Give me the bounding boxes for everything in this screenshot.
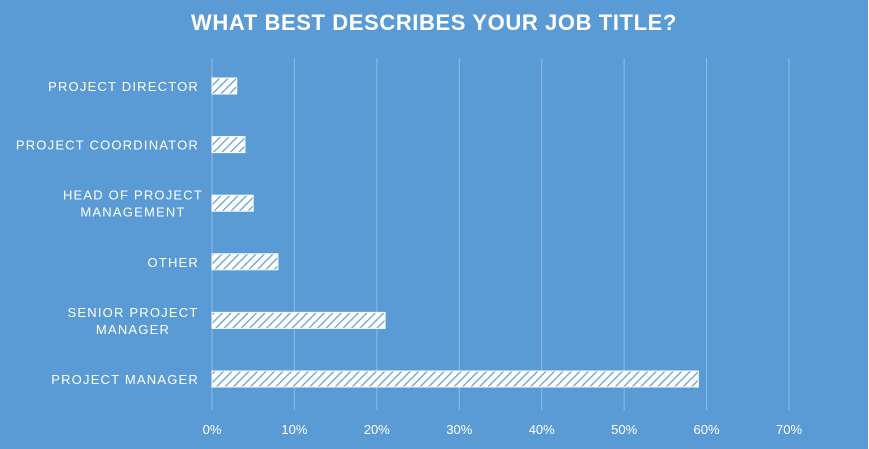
chart-title: WHAT BEST DESCRIBES YOUR JOB TITLE? [191, 10, 677, 35]
x-tick-label-20: 20% [364, 422, 390, 437]
bar-5 [211, 370, 699, 388]
x-tick-label-50: 50% [611, 422, 637, 437]
category-label-1: PROJECT COORDINATOR [16, 138, 199, 153]
bar-4 [211, 311, 386, 329]
category-label-2: HEAD OF PROJECT MANAGEMENT [63, 188, 203, 220]
bar-1 [211, 136, 246, 154]
x-tick-label-0: 0% [203, 422, 222, 437]
bar-2 [211, 194, 254, 212]
x-tick-label-40: 40% [529, 422, 555, 437]
bar-3 [211, 253, 279, 271]
tick-label-layer: 0% 10% 20% 30% 40% 50% 60% 70% [203, 422, 803, 437]
grid-layer [211, 58, 790, 410]
category-label-layer: PROJECT DIRECTOR PROJECT COORDINATOR HEAD … [16, 79, 203, 387]
x-tick-label-30: 30% [446, 422, 472, 437]
bar-layer [211, 77, 699, 388]
category-label-4: SENIOR PROJECT MANAGER [68, 305, 199, 337]
category-label-5: PROJECT MANAGER [51, 372, 199, 387]
x-tick-label-60: 60% [694, 422, 720, 437]
category-label-3: OTHER [148, 255, 200, 270]
bar-0 [211, 77, 238, 95]
category-label-0: PROJECT DIRECTOR [48, 79, 199, 94]
x-tick-label-10: 10% [281, 422, 307, 437]
x-tick-label-70: 70% [776, 422, 802, 437]
